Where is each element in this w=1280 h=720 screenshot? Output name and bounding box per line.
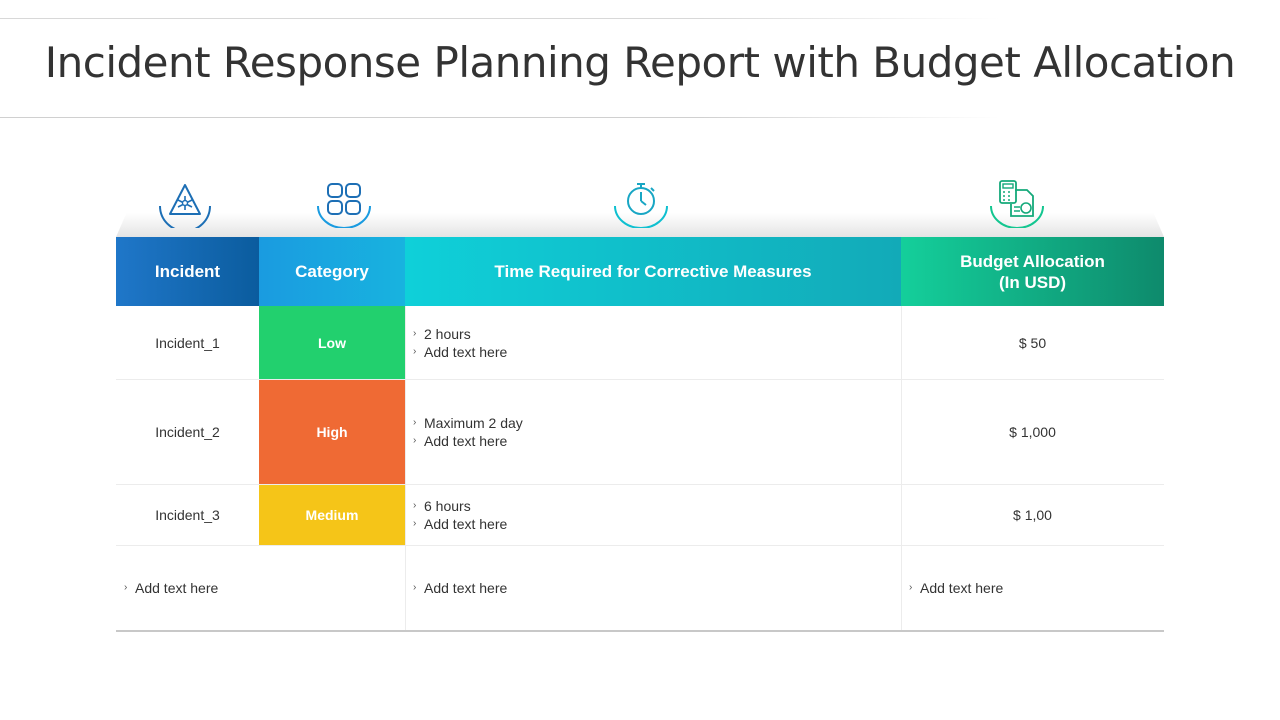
category-badge-high: High <box>259 379 405 484</box>
chevron-right-icon: › <box>909 581 913 593</box>
warning-triangle-icon <box>157 180 213 228</box>
list-item-text: 6 hours <box>424 497 471 514</box>
stopwatch-icon <box>613 180 669 228</box>
header-category: Category <box>259 237 405 306</box>
time-cell: › Maximum 2 day › Add text here <box>405 379 901 484</box>
chevron-right-icon: › <box>413 345 417 357</box>
chevron-right-icon: › <box>124 581 128 593</box>
chevron-right-icon: › <box>413 327 417 339</box>
list-item-text: Maximum 2 day <box>424 414 523 431</box>
budget-cell: $ 1,000 <box>1009 423 1056 440</box>
footer-cell: › Add text here <box>116 545 405 630</box>
list-item: › 2 hours <box>405 325 471 343</box>
column-divider <box>901 306 902 630</box>
list-item-text: Add text here <box>424 579 508 596</box>
incident-cell: Incident_1 <box>155 334 220 351</box>
list-item: › Add text here <box>405 432 507 450</box>
top-divider <box>0 18 1000 19</box>
list-item: › Add text here <box>116 579 218 597</box>
list-item-text: Add text here <box>424 432 508 449</box>
chevron-right-icon: › <box>413 499 417 511</box>
title-divider <box>0 117 1000 118</box>
list-item: › Add text here <box>405 343 507 361</box>
table-bottom-rule <box>116 630 1164 632</box>
budget-cell: $ 50 <box>1018 334 1047 351</box>
row-divider <box>116 545 1164 546</box>
apps-grid-icon <box>316 180 372 228</box>
list-item: › 6 hours <box>405 497 471 515</box>
list-item-text: Add text here <box>920 579 1004 596</box>
calculator-invoice-icon <box>989 180 1045 228</box>
list-item: › Add text here <box>405 515 507 533</box>
list-item-text: Add text here <box>424 515 508 532</box>
footer-cell: › Add text here <box>901 545 1164 630</box>
header-budget: Budget Allocation (In USD) <box>901 237 1164 306</box>
budget-cell: $ 1,00 <box>1013 506 1052 523</box>
icon-shelf <box>116 213 1164 237</box>
time-cell: › 6 hours › Add text here <box>405 484 901 545</box>
chevron-right-icon: › <box>413 517 417 529</box>
row-divider <box>116 379 1164 380</box>
category-badge-medium: Medium <box>259 484 405 545</box>
list-item: › Add text here <box>901 579 1003 597</box>
header-budget-line2: (In USD) <box>998 272 1067 292</box>
list-item: › Maximum 2 day <box>405 414 523 432</box>
chevron-right-icon: › <box>413 434 417 446</box>
header-time: Time Required for Corrective Measures <box>405 237 901 306</box>
list-item-text: Add text here <box>424 343 508 360</box>
chevron-right-icon: › <box>413 416 417 428</box>
list-item: › Add text here <box>405 579 507 597</box>
time-cell: › 2 hours › Add text here <box>405 306 901 379</box>
list-item-text: Add text here <box>135 579 219 596</box>
footer-cell: › Add text here <box>405 545 901 630</box>
header-budget-line1: Budget Allocation <box>960 251 1105 271</box>
category-badge-low: Low <box>259 306 405 379</box>
column-divider <box>405 306 406 630</box>
chevron-right-icon: › <box>413 581 417 593</box>
row-divider <box>116 484 1164 485</box>
page-title: Incident Response Planning Report with B… <box>44 38 1236 87</box>
list-item-text: 2 hours <box>424 325 471 342</box>
incident-cell: Incident_3 <box>155 506 220 523</box>
incident-cell: Incident_2 <box>155 423 220 440</box>
header-incident: Incident <box>116 237 259 306</box>
